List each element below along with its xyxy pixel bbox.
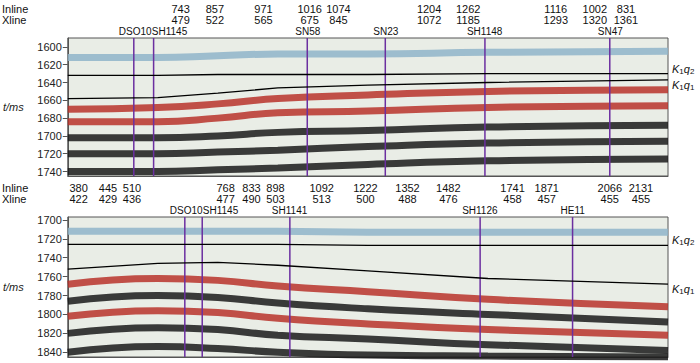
svg-text:2066: 2066 (597, 182, 622, 194)
svg-text:1720: 1720 (37, 233, 61, 245)
svg-text:768: 768 (216, 182, 235, 194)
svg-text:1820: 1820 (37, 327, 61, 339)
svg-text:1800: 1800 (37, 308, 61, 320)
svg-text:476: 476 (439, 193, 457, 205)
svg-text:1760: 1760 (37, 271, 61, 283)
svg-text:Inline: Inline (2, 3, 29, 15)
svg-text:1185: 1185 (456, 14, 480, 26)
svg-text:831: 831 (616, 3, 636, 15)
svg-text:479: 479 (171, 14, 189, 26)
svg-text:SH1126: SH1126 (462, 205, 498, 216)
svg-text:2: 2 (690, 238, 695, 247)
svg-text:Xline: Xline (2, 193, 26, 205)
svg-text:t/ms: t/ms (3, 101, 24, 113)
svg-text:SN58: SN58 (295, 26, 320, 37)
svg-text:445: 445 (98, 182, 118, 194)
html-text:K1q: K1q (672, 283, 690, 297)
html-text:K1q: K1q (672, 78, 690, 92)
svg-text:1016: 1016 (297, 3, 322, 15)
svg-text:429: 429 (99, 193, 117, 205)
svg-text:857: 857 (205, 3, 224, 15)
svg-text:455: 455 (632, 193, 650, 205)
svg-text:HE11: HE11 (561, 205, 586, 216)
svg-text:1072: 1072 (417, 14, 441, 26)
svg-text:1: 1 (690, 287, 695, 296)
svg-text:Inline: Inline (2, 182, 29, 194)
svg-text:503: 503 (266, 193, 284, 205)
svg-text:1600: 1600 (37, 41, 61, 53)
svg-text:477: 477 (216, 193, 234, 205)
svg-text:845: 845 (329, 14, 347, 26)
svg-text:SH1148: SH1148 (467, 26, 503, 37)
svg-text:1204: 1204 (416, 3, 442, 15)
svg-text:565: 565 (254, 14, 272, 26)
svg-text:1840: 1840 (37, 346, 61, 358)
svg-text:1352: 1352 (395, 182, 420, 194)
svg-text:488: 488 (398, 193, 416, 205)
svg-text:1092: 1092 (309, 182, 334, 194)
svg-text:1680: 1680 (37, 112, 61, 124)
svg-text:1116: 1116 (544, 3, 568, 15)
svg-text:971: 971 (254, 3, 273, 15)
svg-text:380: 380 (69, 182, 88, 194)
svg-text:1700: 1700 (37, 214, 61, 226)
svg-text:SH1145: SH1145 (152, 26, 188, 37)
svg-text:1780: 1780 (37, 290, 61, 302)
svg-text:1: 1 (690, 83, 695, 92)
svg-text:513: 513 (312, 193, 330, 205)
svg-text:1074: 1074 (326, 3, 351, 15)
svg-text:2131: 2131 (628, 182, 654, 194)
svg-text:1740: 1740 (37, 166, 61, 178)
svg-text:1320: 1320 (583, 14, 607, 26)
svg-text:SH1145: SH1145 (203, 205, 239, 216)
svg-text:457: 457 (538, 193, 556, 205)
svg-text:833: 833 (242, 182, 261, 194)
html-text:K1q: K1q (672, 234, 690, 248)
svg-text:1482: 1482 (436, 182, 461, 194)
svg-text:1222: 1222 (353, 182, 378, 194)
svg-text:422: 422 (69, 193, 87, 205)
svg-text:500: 500 (356, 193, 374, 205)
svg-text:436: 436 (123, 193, 141, 205)
svg-text:458: 458 (503, 193, 521, 205)
svg-text:SN47: SN47 (598, 26, 623, 37)
svg-text:1002: 1002 (582, 3, 607, 15)
svg-text:1741: 1741 (500, 182, 525, 194)
svg-text:DSO10: DSO10 (119, 26, 152, 37)
svg-text:t/ms: t/ms (3, 281, 24, 293)
svg-text:1871: 1871 (534, 182, 559, 194)
svg-text:455: 455 (601, 193, 619, 205)
svg-text:SN23: SN23 (373, 26, 398, 37)
svg-text:1262: 1262 (455, 3, 481, 15)
svg-text:1620: 1620 (37, 59, 61, 71)
svg-text:1740: 1740 (37, 252, 61, 264)
svg-text:510: 510 (122, 182, 142, 194)
svg-text:1720: 1720 (37, 148, 61, 160)
svg-text:743: 743 (171, 3, 190, 15)
svg-text:SH1141: SH1141 (272, 205, 308, 216)
html-text:K1q: K1q (672, 62, 690, 76)
svg-text:522: 522 (206, 14, 224, 26)
svg-text:675: 675 (300, 14, 318, 26)
svg-text:2: 2 (690, 67, 695, 76)
svg-text:DSO10: DSO10 (170, 205, 203, 216)
svg-text:490: 490 (242, 193, 260, 205)
svg-text:1361: 1361 (614, 14, 638, 26)
svg-text:1293: 1293 (544, 14, 568, 26)
svg-text:898: 898 (266, 182, 285, 194)
svg-text:1700: 1700 (37, 130, 61, 142)
svg-text:Xline: Xline (2, 14, 26, 26)
svg-text:1640: 1640 (37, 77, 61, 89)
svg-text:1660: 1660 (37, 94, 61, 106)
